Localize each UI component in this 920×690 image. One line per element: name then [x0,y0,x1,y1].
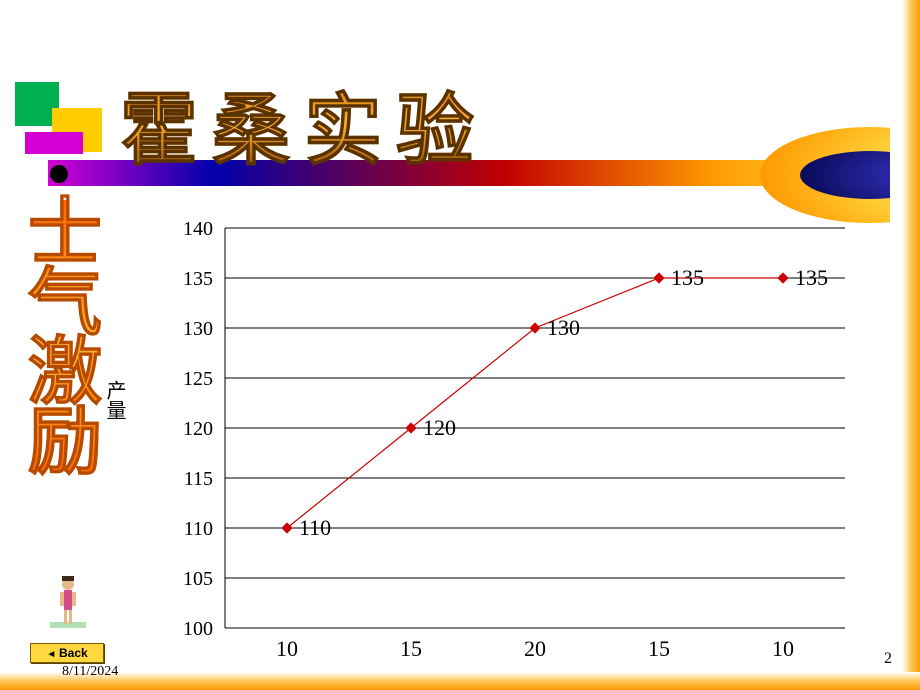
decor-arrowhead [760,125,890,225]
svg-text:130: 130 [547,315,580,340]
svg-text:110: 110 [299,515,331,540]
svg-text:125: 125 [183,368,213,390]
svg-text:135: 135 [671,265,704,290]
svg-text:10: 10 [276,636,298,660]
svg-text:130: 130 [183,318,213,340]
slide-title: 霍桑实验 [120,68,488,180]
svg-text:15: 15 [648,636,670,660]
svg-text:140: 140 [183,218,213,240]
svg-text:20: 20 [524,636,546,660]
slide-border-right [902,0,920,690]
slide-border-bottom [0,672,920,690]
side-vertical-text: 士气激励 [24,200,106,478]
page-number: 2 [884,650,892,668]
footer-date: 8/11/2024 [62,664,118,680]
line-chart: 100 105 110 115 120 125 130 135 140 10 15 20 15 10 110… [155,218,855,660]
back-button[interactable]: Back [30,643,104,663]
chart-y-label: 产量 [100,380,129,420]
decor-dot [50,165,68,183]
person-clipart [50,570,86,630]
svg-text:10: 10 [772,636,794,660]
svg-text:115: 115 [184,468,213,490]
svg-text:105: 105 [183,568,213,590]
svg-text:100: 100 [183,618,213,640]
svg-text:135: 135 [183,268,213,290]
svg-text:15: 15 [400,636,422,660]
svg-text:120: 120 [183,418,213,440]
svg-text:120: 120 [423,415,456,440]
svg-text:110: 110 [184,518,213,540]
svg-text:135: 135 [795,265,828,290]
